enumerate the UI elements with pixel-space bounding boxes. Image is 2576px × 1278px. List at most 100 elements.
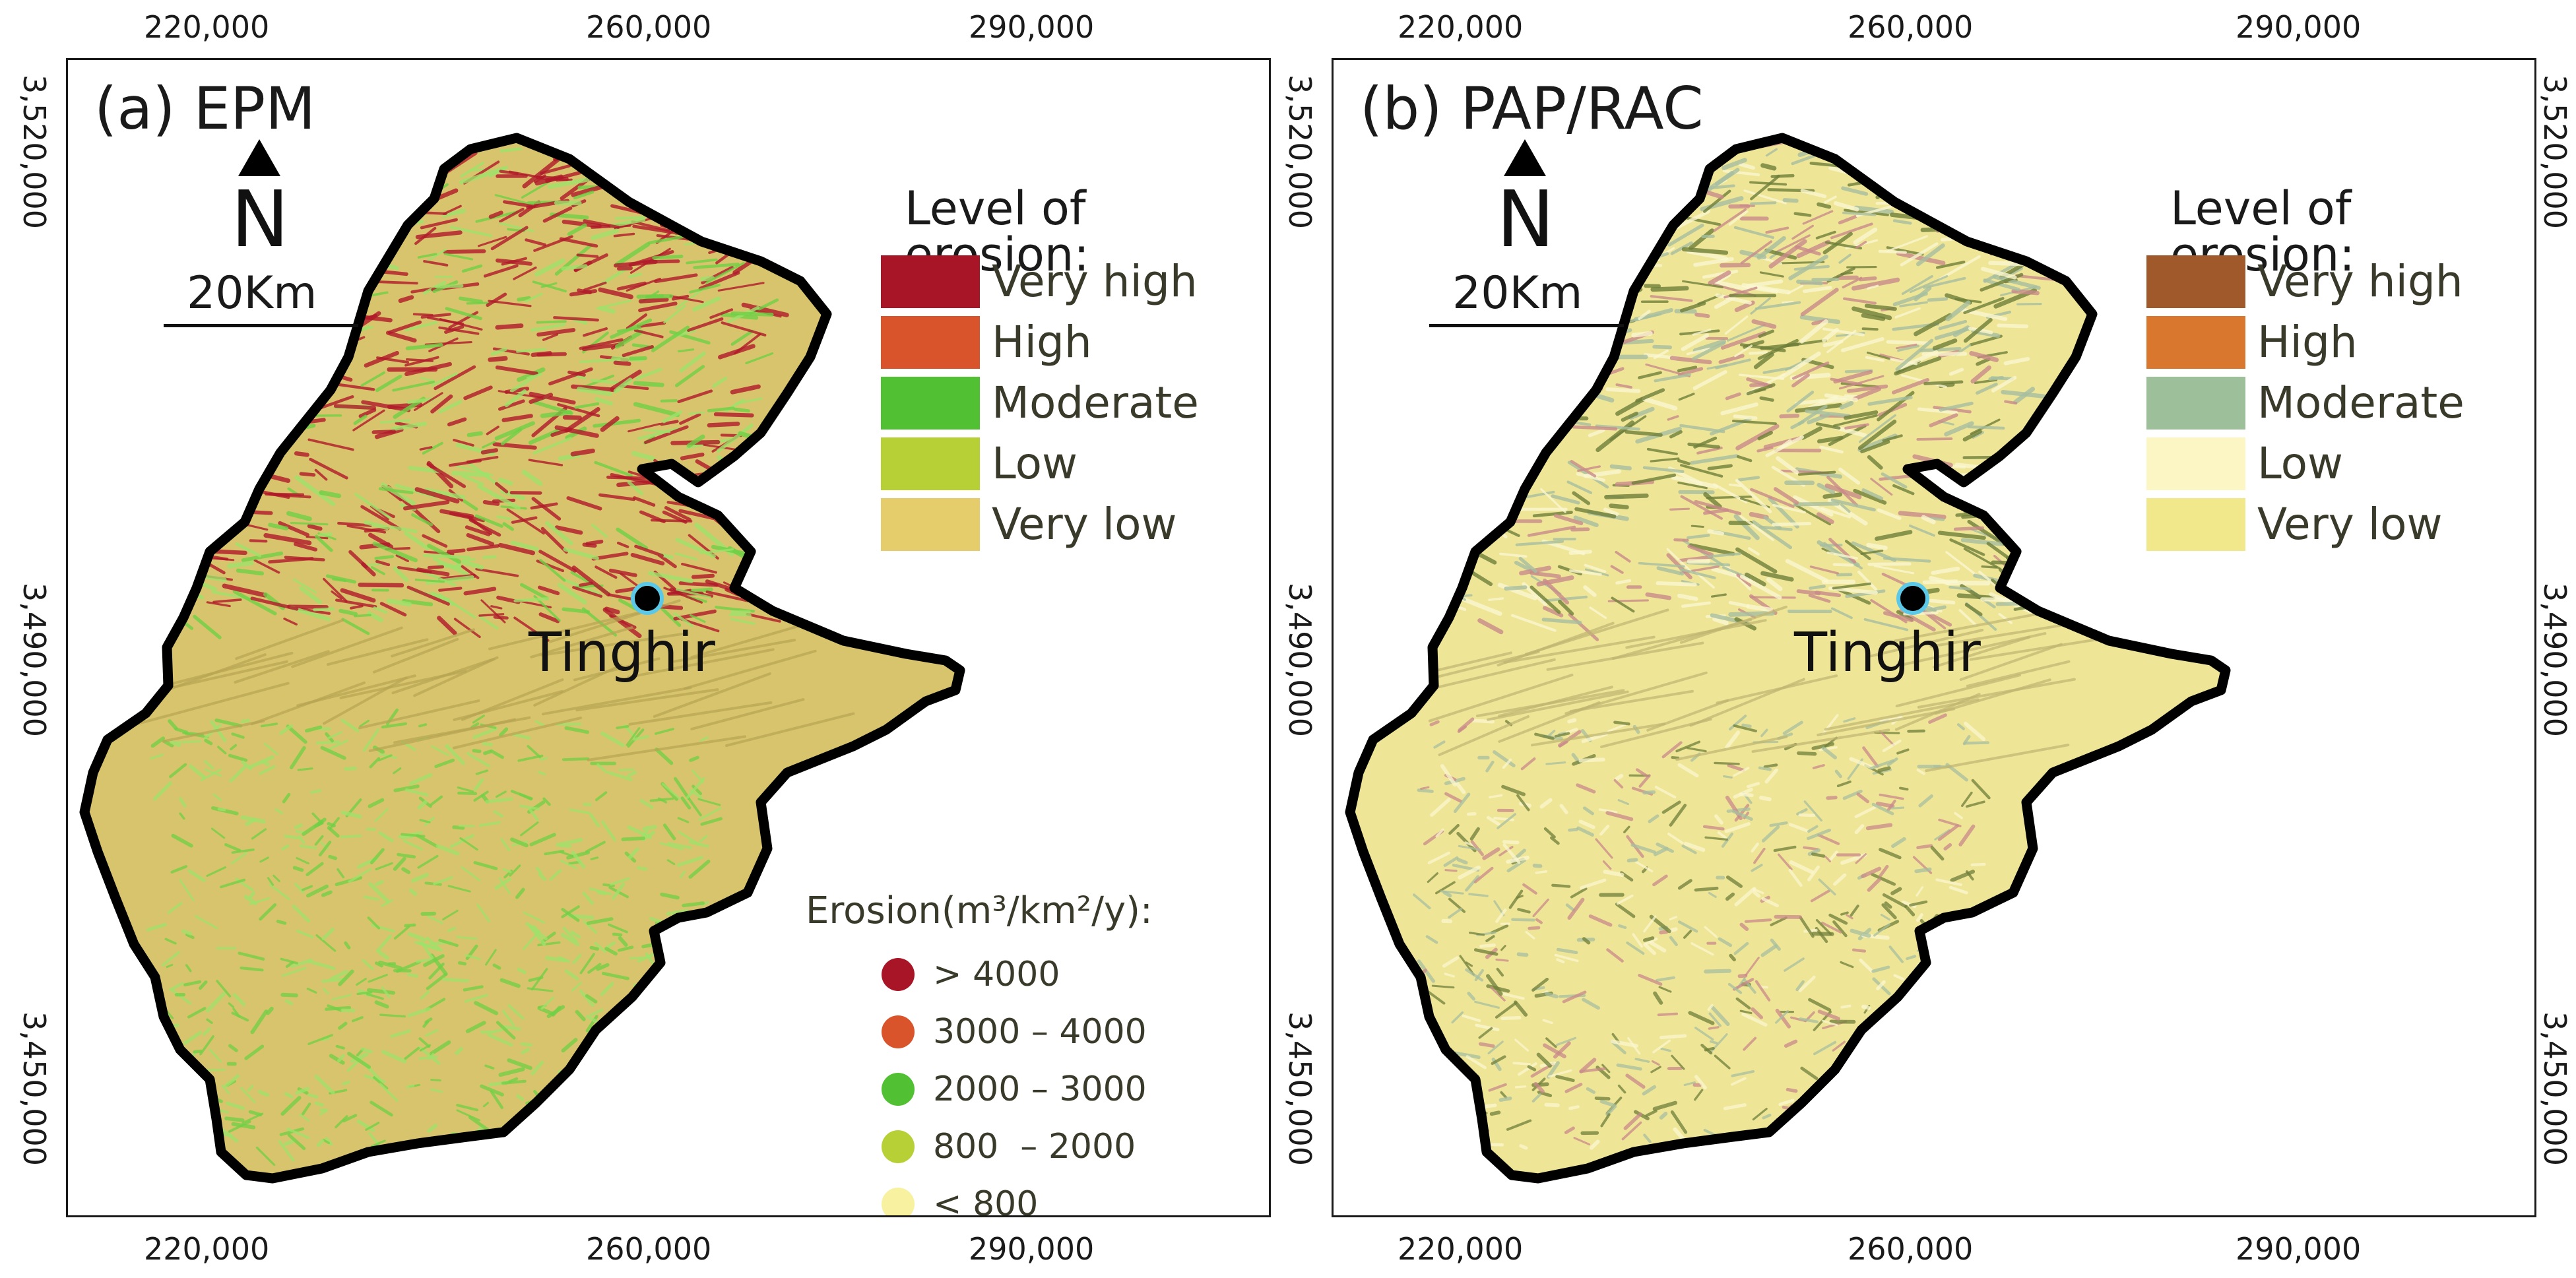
terrain-stroke-1126 (673, 777, 691, 800)
terrain-stroke-1047 (214, 718, 243, 728)
terrain-stroke-462 (2004, 400, 2018, 405)
terrain-stroke-691 (629, 356, 647, 361)
terrain-stroke-1214 (615, 1098, 624, 1104)
terrain-stroke-125 (583, 327, 608, 337)
terrain-stroke-1388 (1928, 1067, 1954, 1075)
terrain-stroke-372 (294, 542, 318, 552)
terrain-stroke-1282 (1435, 828, 1444, 838)
terrain-stroke-1389 (342, 1080, 350, 1085)
terrain-stroke-132 (420, 313, 451, 319)
terrain-stroke-1239 (1726, 807, 1751, 813)
terrain-stroke-1456 (1643, 915, 1657, 933)
terrain-stroke-1181 (680, 796, 692, 810)
terrain-stroke-1034 (209, 1048, 222, 1063)
terrain-stroke-546 (1448, 167, 1493, 179)
terrain-stroke-1080 (216, 980, 232, 998)
terrain-stroke-1300 (1440, 764, 1457, 787)
terrain-stroke-1363 (1707, 1004, 1714, 1011)
terrain-stroke-1400 (146, 922, 168, 932)
terrain-stroke-773 (1438, 463, 1469, 480)
terrain-stroke-912 (1615, 903, 1636, 918)
terrain-stroke-875 (321, 282, 341, 288)
terrain-stroke-164 (530, 502, 558, 510)
terrain-stroke-1024 (426, 973, 447, 990)
terrain-stroke-1506 (1872, 1100, 1891, 1114)
legend-label: Very low (992, 499, 1177, 550)
terrain-stroke-1096 (374, 961, 383, 968)
terrain-stroke-1048 (187, 869, 206, 882)
terrain-stroke-1515 (1865, 1126, 1880, 1138)
terrain-stroke-1210 (1694, 886, 1719, 892)
terrain-stroke-1507 (1661, 741, 1683, 759)
terrain-stroke-1321 (166, 963, 174, 969)
terrain-stroke-489 (1983, 278, 2020, 292)
terrain-stroke-1088 (168, 719, 178, 730)
terrain-stroke-1035 (269, 883, 290, 901)
terrain-stroke-1088 (1734, 887, 1756, 907)
terrain-stroke-1409 (459, 837, 478, 851)
terrain-stroke-130 (1942, 151, 1985, 156)
terrain-stroke-381 (633, 329, 664, 338)
terrain-stroke-716 (1656, 581, 1697, 587)
terrain-stroke-650 (404, 321, 438, 332)
terrain-stroke-931 (1542, 1019, 1553, 1025)
terrain-stroke-1532 (231, 1122, 256, 1130)
terrain-stroke-508 (1858, 276, 1877, 282)
terrain-stroke-652 (1670, 241, 1693, 255)
terrain-stroke-1310 (430, 795, 443, 806)
terrain-stroke-693 (1795, 399, 1826, 406)
terrain-stroke-479 (1666, 548, 1693, 574)
terrain-stroke-1358 (1615, 773, 1624, 781)
terrain-stroke-1457 (231, 732, 245, 739)
terrain-stroke-668 (461, 264, 483, 273)
terrain-stroke-646 (538, 585, 560, 596)
terrain-stroke-624 (697, 146, 724, 153)
terrain-stroke-19 (628, 272, 642, 278)
erosion-class-label: 2000 – 3000 (933, 1069, 1147, 1109)
terrain-stroke-1248 (546, 1005, 565, 1019)
terrain-stroke-1522 (296, 929, 314, 939)
terrain-stroke-1307 (221, 1128, 239, 1143)
terrain-stroke-1516 (1833, 873, 1847, 886)
terrain-stroke-224 (1720, 402, 1758, 416)
terrain-stroke-598 (652, 255, 684, 260)
terrain-stroke-220 (704, 221, 748, 234)
terrain-stroke-128 (1533, 337, 1551, 346)
terrain-stroke-1538 (1761, 825, 1780, 843)
terrain-stroke-419 (1715, 358, 1751, 369)
terrain-stroke-888 (313, 151, 346, 155)
terrain-stroke-1573 (690, 698, 805, 730)
terrain-stroke-1303 (1442, 890, 1452, 898)
terrain-stroke-409 (204, 338, 220, 348)
terrain-stroke-6 (371, 566, 386, 575)
terrain-stroke-1167 (314, 1074, 335, 1095)
terrain-stroke-721 (1449, 193, 1487, 197)
terrain-stroke-1542 (1543, 827, 1556, 839)
terrain-stroke-953 (626, 1086, 639, 1099)
terrain-stroke-343 (1715, 293, 1752, 305)
terrain-stroke-98 (633, 381, 664, 387)
terrain-stroke-323 (1796, 589, 1821, 596)
terrain-stroke-288 (1969, 335, 2003, 346)
terrain-stroke-988 (1879, 730, 1895, 746)
terrain-stroke-482 (1782, 198, 1799, 203)
terrain-stroke-1526 (564, 726, 590, 734)
terrain-stroke-1366 (1595, 838, 1613, 859)
terrain-stroke-776 (1424, 250, 1453, 269)
terrain-stroke-434 (240, 391, 282, 417)
terrain-stroke-386 (1556, 376, 1591, 387)
terrain-stroke-1056 (404, 923, 416, 928)
terrain-stroke-1428 (342, 1114, 358, 1123)
terrain-stroke-1118 (1916, 913, 1923, 922)
terrain-stroke-272 (375, 165, 399, 175)
terrain-stroke-707 (746, 612, 781, 623)
terrain-stroke-89 (1462, 500, 1477, 504)
terrain-stroke-487 (338, 608, 358, 616)
terrain-stroke-1156 (338, 969, 354, 986)
terrain-stroke-1402 (442, 977, 470, 982)
terrain-stroke-747 (389, 525, 418, 534)
terrain-stroke-1442 (1807, 825, 1819, 833)
terrain-stroke-439 (212, 329, 258, 345)
terrain-stroke-1315 (1601, 1064, 1611, 1073)
terrain-stroke-8 (352, 409, 385, 431)
